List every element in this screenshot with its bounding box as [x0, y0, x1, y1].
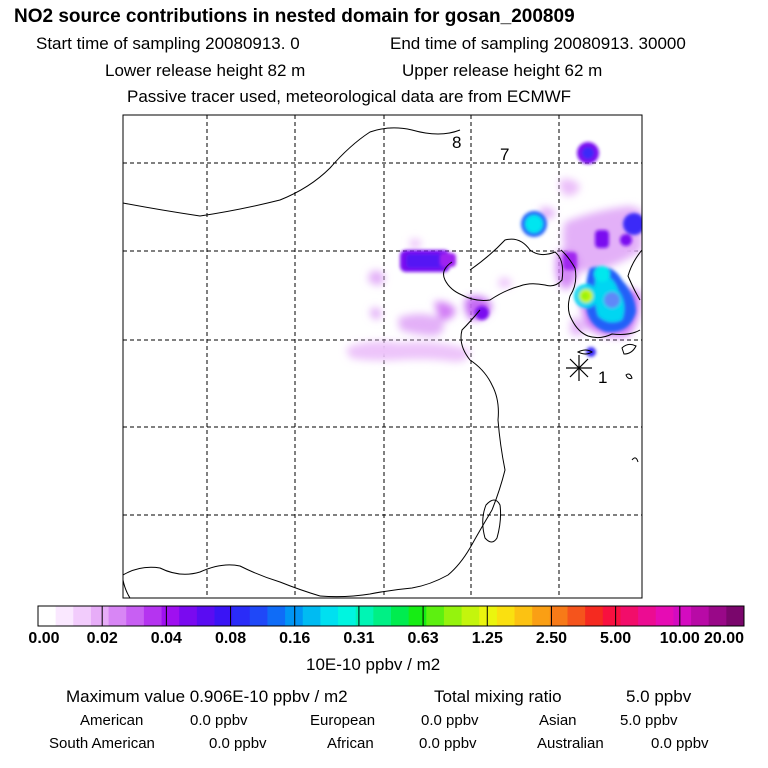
colorbar [37, 606, 745, 626]
region-african-label: African [327, 735, 374, 752]
colorbar-swatch [302, 606, 321, 626]
colorbar-swatch [90, 606, 110, 626]
colorbar-swatch [249, 606, 268, 626]
colorbar-swatch [691, 606, 710, 626]
colorbar-swatch [602, 606, 621, 626]
colorbar-tick-label: 0.63 [407, 630, 439, 647]
tracer-note: Passive tracer used, meteorological data… [127, 87, 572, 106]
colorbar-swatch [655, 606, 674, 626]
colorbar-tick-label: 10.00 [659, 630, 700, 647]
trajectory-marker-8: 8 [452, 133, 461, 152]
colorbar-swatch [443, 606, 463, 626]
colorbar-swatch [338, 606, 357, 626]
region-african-value: 0.0 ppbv [419, 735, 477, 752]
colorbar-tick-label: 0.16 [279, 630, 311, 647]
colorbar-tick-label: 20.00 [703, 630, 745, 647]
trajectory-marker-7: 7 [500, 145, 509, 164]
region-american-value: 0.0 ppbv [190, 712, 248, 729]
colorbar-tick-label: 5.00 [600, 630, 632, 647]
colorbar-tick-label: 0.31 [343, 630, 375, 647]
colorbar-swatch [73, 606, 92, 626]
start-time: Start time of sampling 20080913. 0 [36, 34, 300, 53]
region-asian-value: 5.0 ppbv [620, 712, 678, 729]
colorbar-swatch [373, 606, 392, 626]
colorbar-swatch [408, 606, 427, 626]
region-australian-label: Australian [537, 735, 604, 752]
colorbar-swatch [532, 606, 551, 626]
coastlines [123, 127, 642, 598]
colorbar-swatch [232, 606, 251, 626]
colorbar-swatch [161, 606, 180, 626]
colorbar-swatch [514, 606, 533, 626]
region-australian-value: 0.0 ppbv [651, 735, 709, 752]
concentration-field [346, 142, 642, 362]
colorbar-swatch [55, 606, 74, 626]
map-frame [122, 114, 643, 599]
release-site-marker [566, 355, 592, 381]
colorbar-swatch [479, 606, 498, 626]
colorbar-tick-label: 0.00 [28, 630, 60, 647]
colorbar-swatch [143, 606, 163, 626]
colorbar-tick-label: 0.08 [214, 630, 247, 647]
region-european-value: 0.0 ppbv [421, 712, 479, 729]
colorbar-swatch [585, 606, 604, 626]
site-label: 1 [598, 368, 607, 387]
colorbar-swatch [426, 606, 445, 626]
colorbar-unit: 10E-10 ppbv / m2 [306, 655, 441, 674]
region-asian-label: Asian [539, 712, 577, 729]
region-american-label: American [80, 712, 144, 729]
colorbar-tick-label: 0.02 [86, 630, 118, 647]
colorbar-swatch [196, 606, 215, 626]
colorbar-swatch [461, 606, 480, 626]
region-south-american-value: 0.0 ppbv [209, 735, 267, 752]
region-south-american-label: South American [49, 735, 155, 752]
lower-release-height: Lower release height 82 m [105, 61, 306, 80]
colorbar-swatch [726, 606, 745, 626]
colorbar-tick-label: 1.25 [471, 630, 503, 647]
colorbar-swatch [214, 606, 233, 626]
total-mixing-label: Total mixing ratio [434, 687, 562, 706]
total-mixing-value: 5.0 ppbv [626, 687, 692, 706]
colorbar-swatch [496, 606, 516, 626]
region-european-label: European [310, 712, 376, 729]
colorbar-swatch [620, 606, 639, 626]
map-title: NO2 source contributions in nested domai… [14, 6, 575, 27]
colorbar-swatch [673, 606, 692, 626]
colorbar-swatch [285, 606, 304, 626]
colorbar-swatch [355, 606, 374, 626]
colorbar-swatch [320, 606, 339, 626]
colorbar-swatch [567, 606, 586, 626]
colorbar-swatch [549, 606, 568, 626]
colorbar-swatch [126, 606, 145, 626]
colorbar-swatch [179, 606, 198, 626]
upper-release-height: Upper release height 62 m [402, 61, 603, 80]
colorbar-tick-label: 2.50 [535, 630, 568, 647]
colorbar-swatch [708, 606, 727, 626]
colorbar-tick-label: 0.04 [150, 630, 182, 647]
maximum-value: Maximum value 0.906E-10 ppbv / m2 [66, 687, 348, 706]
colorbar-swatch [391, 606, 410, 626]
end-time: End time of sampling 20080913. 30000 [390, 34, 686, 53]
colorbar-swatch [38, 606, 57, 626]
colorbar-swatch [267, 606, 286, 626]
colorbar-swatch [108, 606, 127, 626]
colorbar-swatch [638, 606, 657, 626]
colorbar-frame [37, 605, 745, 627]
